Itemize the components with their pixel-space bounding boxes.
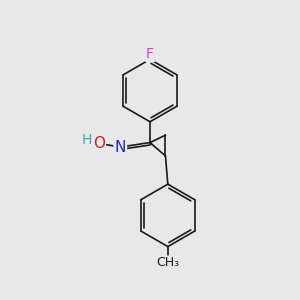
Text: CH₃: CH₃ bbox=[156, 256, 179, 269]
Text: H: H bbox=[81, 134, 92, 148]
Text: N: N bbox=[115, 140, 126, 154]
Text: O: O bbox=[93, 136, 105, 151]
Text: F: F bbox=[146, 47, 154, 61]
